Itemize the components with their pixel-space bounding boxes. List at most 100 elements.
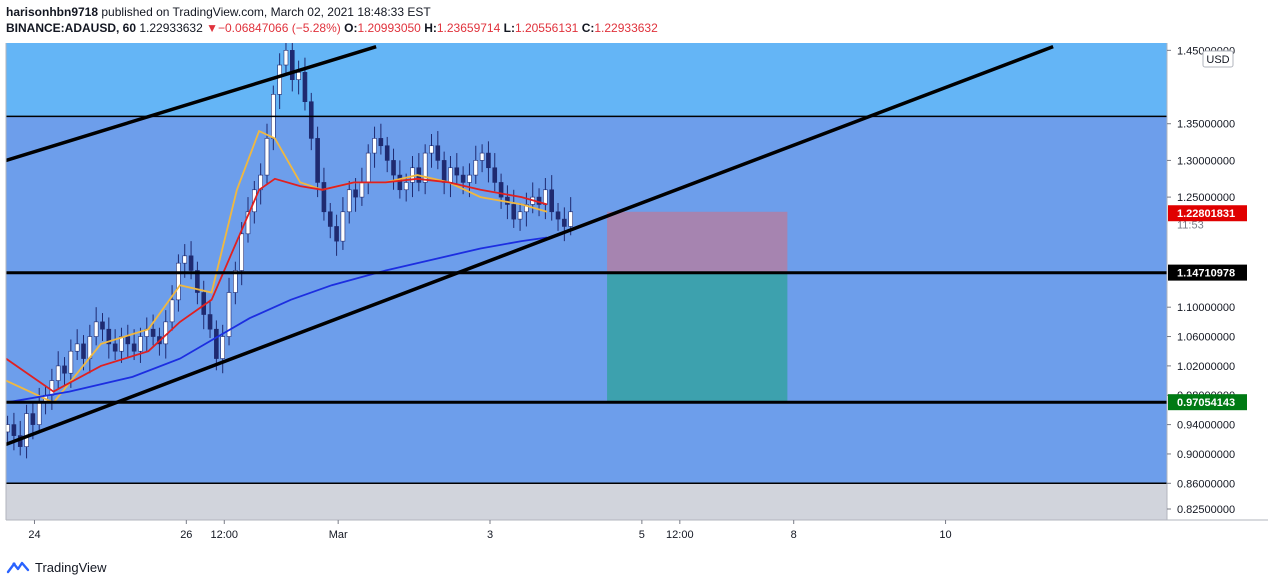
moving-average-ema_slow [6,236,548,404]
x-tick-label: 12:00 [666,529,694,541]
open-value: 1.20993050 [357,21,421,35]
support-price-label: 1.14710978 [1177,268,1235,280]
candle [49,380,55,396]
take-profit-zone [607,272,788,403]
candle [511,204,517,220]
candle [391,160,396,176]
candle [296,72,301,80]
candle [62,365,67,374]
candle [150,328,156,337]
candle [327,211,333,227]
candle [568,211,573,227]
candle [277,64,282,95]
x-tick-label: 3 [487,529,493,541]
candle [473,160,479,176]
target-price-label: 0.97054143 [1177,397,1235,409]
candle [125,336,131,345]
candle [55,365,61,381]
red-price-label: 1.22801831 [1177,208,1235,220]
candle [378,138,384,147]
candle [479,152,485,161]
ohlc-line: BINANCE:ADAUSD, 60 1.22933632 ▼−0.068470… [6,20,1268,36]
currency-label: USD [1206,54,1229,66]
candle [68,350,74,374]
candle [283,50,289,66]
candle [239,233,244,271]
moving-average-ema_fast [6,129,548,404]
tradingview-brand[interactable]: TradingView [35,559,107,575]
low-value: 1.20556131 [514,21,579,35]
target-price-label-box [1168,394,1247,411]
x-tick-label: 24 [28,529,40,541]
candle [308,101,314,139]
candle [365,152,371,183]
author-name[interactable]: harisonhbn9718 [6,5,99,19]
candle [467,174,472,183]
plot-area [6,43,1167,520]
candle [30,413,36,425]
candle [524,204,529,213]
y-tick-label: 1.35000000 [1177,119,1235,131]
candle [384,145,390,161]
candle [359,182,365,198]
candle [353,189,358,198]
upper-zone [6,43,1167,117]
candle [517,211,523,220]
y-tick-label: 0.90000000 [1177,449,1235,461]
y-tick-label: 0.82500000 [1177,504,1235,516]
candle [138,336,143,352]
candle [403,182,409,191]
candle [543,189,548,205]
low-label: L: [503,21,515,35]
candle [315,138,320,183]
x-tick-label: 8 [791,529,797,541]
candle [245,211,251,235]
high-value: 1.23659714 [436,21,501,35]
candle [214,328,219,359]
y-tick-label: 0.94000000 [1177,420,1235,432]
candle [188,255,194,271]
y-tick-label: 0.86000000 [1177,478,1235,490]
y-tick-label: 1.30000000 [1177,155,1235,167]
candle [549,189,555,213]
candle [422,152,428,183]
footer: TradingView [6,556,107,578]
candle [226,292,232,337]
close-value: 1.22933632 [594,21,658,35]
trendline-1 [6,44,377,163]
publish-line: harisonhbn9718 published on TradingView.… [6,4,1268,20]
support-price-label-box [1168,264,1247,281]
candle [321,182,327,213]
candle [486,152,491,169]
symbol-label[interactable]: BINANCE:ADAUSD, 60 [6,21,137,35]
candle [24,413,29,447]
change-arrow-icon: ▼ [206,21,218,35]
candle [106,328,112,345]
candle [372,138,377,154]
high-label: H: [424,21,437,35]
x-tick-label: 26 [180,529,192,541]
candle [112,343,118,352]
candle [397,174,403,191]
candle [207,314,213,330]
candle [435,145,441,161]
candle [448,167,453,183]
candle [441,160,447,183]
main-zone [6,116,1167,484]
y-tick-label: 1.06000000 [1177,332,1235,344]
chart-header: harisonhbn9718 published on TradingView.… [6,4,1268,40]
close-label: C: [581,21,595,35]
candle [289,50,295,80]
tradingview-logo-icon[interactable] [6,559,30,575]
change-value: −0.06847066 (−5.28%) [218,21,341,35]
currency-badge [1202,50,1234,68]
red-price-label-box [1168,205,1247,222]
x-tick-label: 12:00 [211,529,239,541]
candle [220,336,225,359]
candle [555,211,561,220]
candle [233,270,238,293]
candle [176,262,181,301]
candle [340,211,346,242]
candle [460,174,466,183]
